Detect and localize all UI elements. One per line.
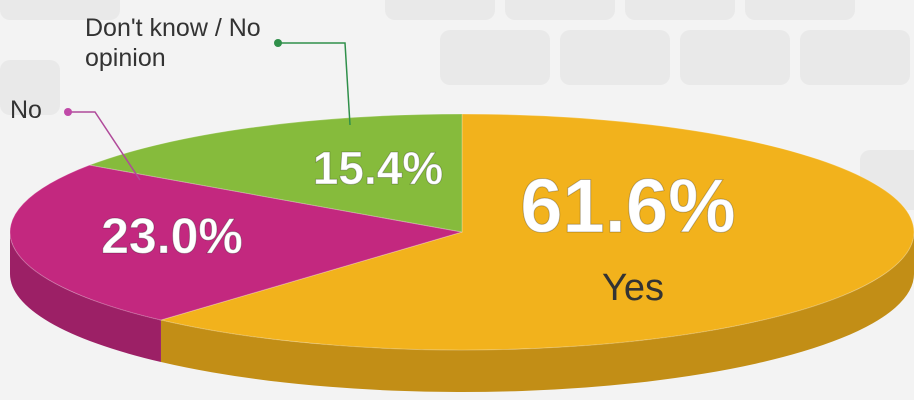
value-label: 15.4%: [313, 142, 443, 194]
category-label: No: [10, 96, 42, 124]
slice: [87, 113, 463, 233]
value-label: 61.6%: [520, 164, 736, 249]
slice-side: [160, 232, 914, 392]
slice: [9, 164, 463, 321]
slice-side: [10, 232, 161, 363]
value-label: 23.0%: [101, 208, 243, 264]
leader-lines: [64, 39, 351, 181]
background-keys: [0, 0, 914, 210]
pie: [9, 113, 914, 392]
category-label: Yes: [602, 267, 664, 309]
slice: [158, 113, 914, 351]
category-label: Don't know / No opinion: [85, 14, 261, 72]
